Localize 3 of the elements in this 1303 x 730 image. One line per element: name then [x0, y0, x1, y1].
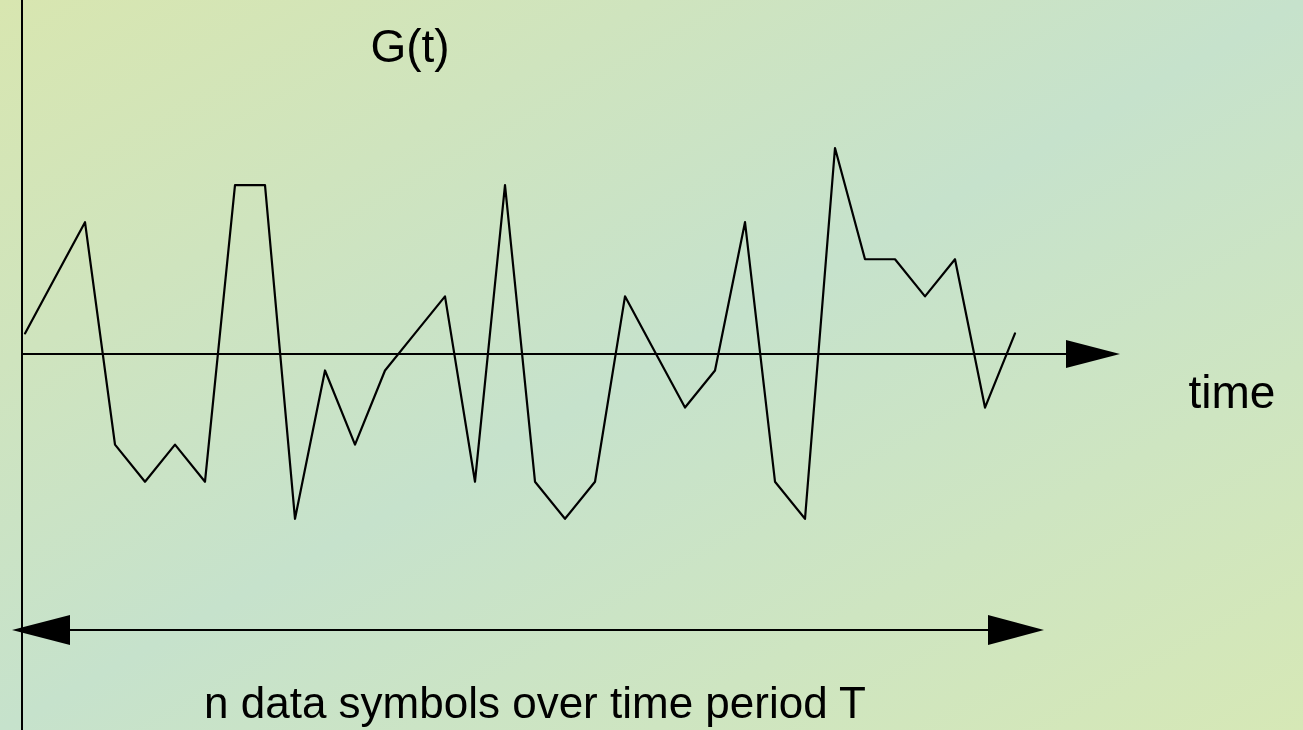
x-axis-title: time [1188, 366, 1276, 418]
text: n data symbols over time period T [204, 678, 866, 727]
y-axis-title: G(t) [370, 20, 450, 72]
